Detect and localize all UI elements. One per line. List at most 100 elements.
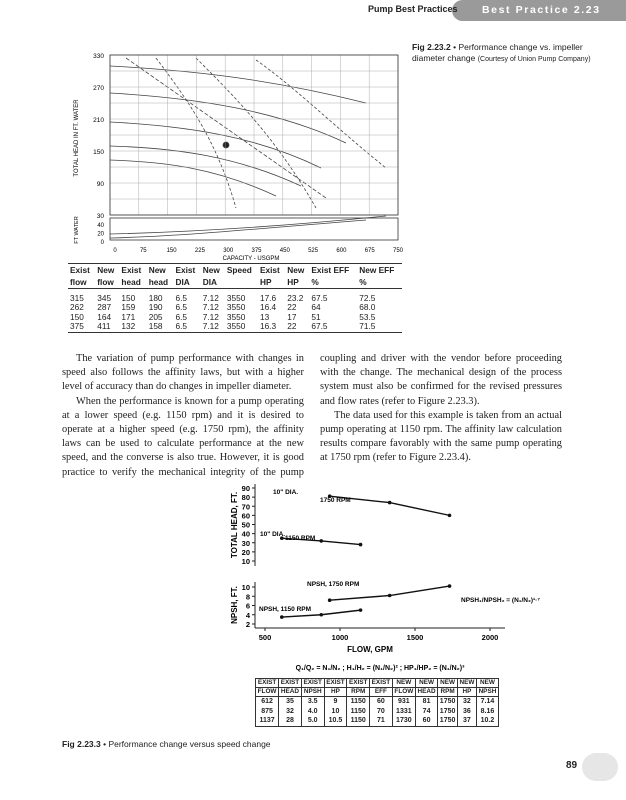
data-point [319, 612, 324, 617]
x-axis-label: FLOW, GPM [347, 645, 393, 654]
y-tick-label: 10 [242, 557, 250, 566]
column-header: Speed [226, 265, 252, 275]
table-row: 315 345 150 180 6.5 7.12 3550 17.6 23.2 67.5 72.5 [68, 289, 402, 304]
table-cell: 17 [287, 311, 297, 322]
table-cell: 7.12 [202, 293, 219, 303]
y-tick-label: 210 [93, 117, 104, 124]
table-cell: 74 [414, 706, 439, 716]
column-header: Exist [175, 265, 196, 275]
table-cell: 6.5 [175, 321, 187, 332]
data-point [319, 539, 324, 543]
table-cell: 81 [414, 696, 439, 707]
table-cell: 375 [70, 321, 84, 332]
running-header: Pump Best Practices [368, 4, 458, 14]
table-cell: 72.5 [359, 293, 376, 303]
header-row: EXIST EXIST EXIST EXIST EXIST EXIST NEW NEW NEW N… [254, 678, 500, 688]
table-cell: 67.5 [311, 321, 328, 332]
column-header: flow [70, 277, 87, 287]
eff-curve [255, 59, 387, 169]
table-body: 612 35 3.5 9 1150 60 931 81 1750 32 7.14 875 32 4.0 10… [254, 696, 500, 726]
table-cell: 64 [311, 302, 321, 313]
table-cell: 6.5 [175, 293, 187, 303]
table-cell: 60 [369, 696, 393, 707]
curve-label: NPSH, 1150 RPM [259, 606, 311, 613]
caption-label: Fig 2.23.3 [62, 739, 101, 749]
table-cell: 7.14 [475, 696, 500, 707]
data-point [447, 584, 452, 588]
table-cell: 22 [287, 321, 297, 332]
figure-1-chart: 330 270 210 150 90 30 40 20 0 0 75 150 225 300 375 450 5… [74, 53, 404, 262]
npsh-curve-1750 [329, 585, 450, 601]
data-point [327, 494, 332, 499]
x-tick-label: 750 [393, 248, 404, 254]
y-axis-label: TOTAL HEAD IN FT. WATER [74, 99, 80, 177]
column-header: DIA [175, 277, 190, 287]
table-cell: 180 [148, 293, 163, 303]
column-header: New [287, 265, 305, 275]
table-cell: 7.12 [202, 302, 219, 313]
y-axis-label: NPSH, FT. [230, 586, 239, 624]
column-header: HP [323, 687, 348, 697]
x-tick-label: 450 [280, 248, 291, 254]
table-row: 150 164 171 205 6.5 7.12 3550 13 17 51 53.5 [68, 311, 402, 322]
column-header: HEAD [414, 687, 439, 697]
column-header: EFF [369, 687, 393, 697]
y-tick-label: 150 [93, 149, 104, 156]
data-point [447, 513, 452, 518]
data-point [387, 593, 392, 598]
column-header: New [202, 265, 220, 275]
curve [109, 65, 367, 104]
column-header: New EFF [359, 265, 395, 275]
table-cell: 1150 [346, 696, 371, 707]
table-row: 375 411 132 158 6.5 7.12 3550 16.3 22 67.5 71.5 [68, 322, 402, 332]
table-cell: 9 [323, 696, 348, 707]
y-tick-label: 40 [242, 530, 250, 539]
table-cell: 1750 [437, 706, 458, 716]
data-point [327, 598, 332, 603]
y-tick-label: 10 [242, 583, 250, 592]
table-row: 612 35 3.5 9 1150 60 931 81 1750 32 7.14 [254, 696, 500, 707]
table-cell: 71.5 [359, 321, 376, 332]
table-cell: 411 [97, 321, 111, 332]
column-header: HP [287, 277, 299, 287]
table-cell: 150 [70, 311, 84, 322]
x-tick-label: 0 [113, 248, 117, 254]
column-header: Exist EFF [311, 265, 350, 275]
data-point [358, 542, 363, 547]
plot-frame [109, 217, 399, 241]
column-header: head [121, 277, 141, 287]
data-point [280, 615, 284, 619]
plot-frame [109, 54, 399, 216]
column-header: RPM [437, 687, 458, 697]
figure-1-caption: Fig 2.23.2 • Performance change vs. impe… [412, 42, 591, 63]
table-cell: 1150 [346, 706, 371, 716]
table-cell: 159 [121, 302, 136, 313]
table-cell: 171 [121, 311, 136, 322]
table-cell: 7.12 [202, 311, 219, 322]
table-cell: 1150 [346, 716, 371, 726]
table-cell: 32 [456, 696, 477, 707]
table-cell: 10 [323, 706, 348, 716]
column-header: % [311, 277, 319, 287]
table-cell: 150 [121, 293, 136, 303]
table-head: EXIST EXIST EXIST EXIST EXIST EXIST NEW NEW NEW N… [254, 678, 500, 697]
y-tick-label: 70 [242, 502, 250, 511]
column-header: NPSH [300, 687, 325, 697]
formula: NPSH₁/NPSH₂ = (N₁/N₂)¹·⁷ [461, 597, 540, 604]
y-tick-label: 6 [246, 602, 250, 611]
curve-label: 1750 RPM [320, 497, 351, 504]
column-header: New [97, 265, 115, 275]
table-cell: 3550 [226, 321, 246, 332]
column-header: FLOW [254, 687, 280, 697]
column-header: NEW [391, 678, 416, 688]
table-cell: 1750 [437, 696, 458, 707]
speed-table: EXIST EXIST EXIST EXIST EXIST EXIST NEW NEW NEW N… [254, 678, 500, 727]
curve [109, 145, 302, 187]
table-cell: 190 [148, 302, 163, 313]
x-tick-label: 525 [308, 248, 319, 254]
y-tick-label: 8 [246, 592, 250, 601]
table-cell: 262 [70, 302, 84, 313]
data-point [358, 608, 363, 612]
curve [109, 159, 277, 197]
